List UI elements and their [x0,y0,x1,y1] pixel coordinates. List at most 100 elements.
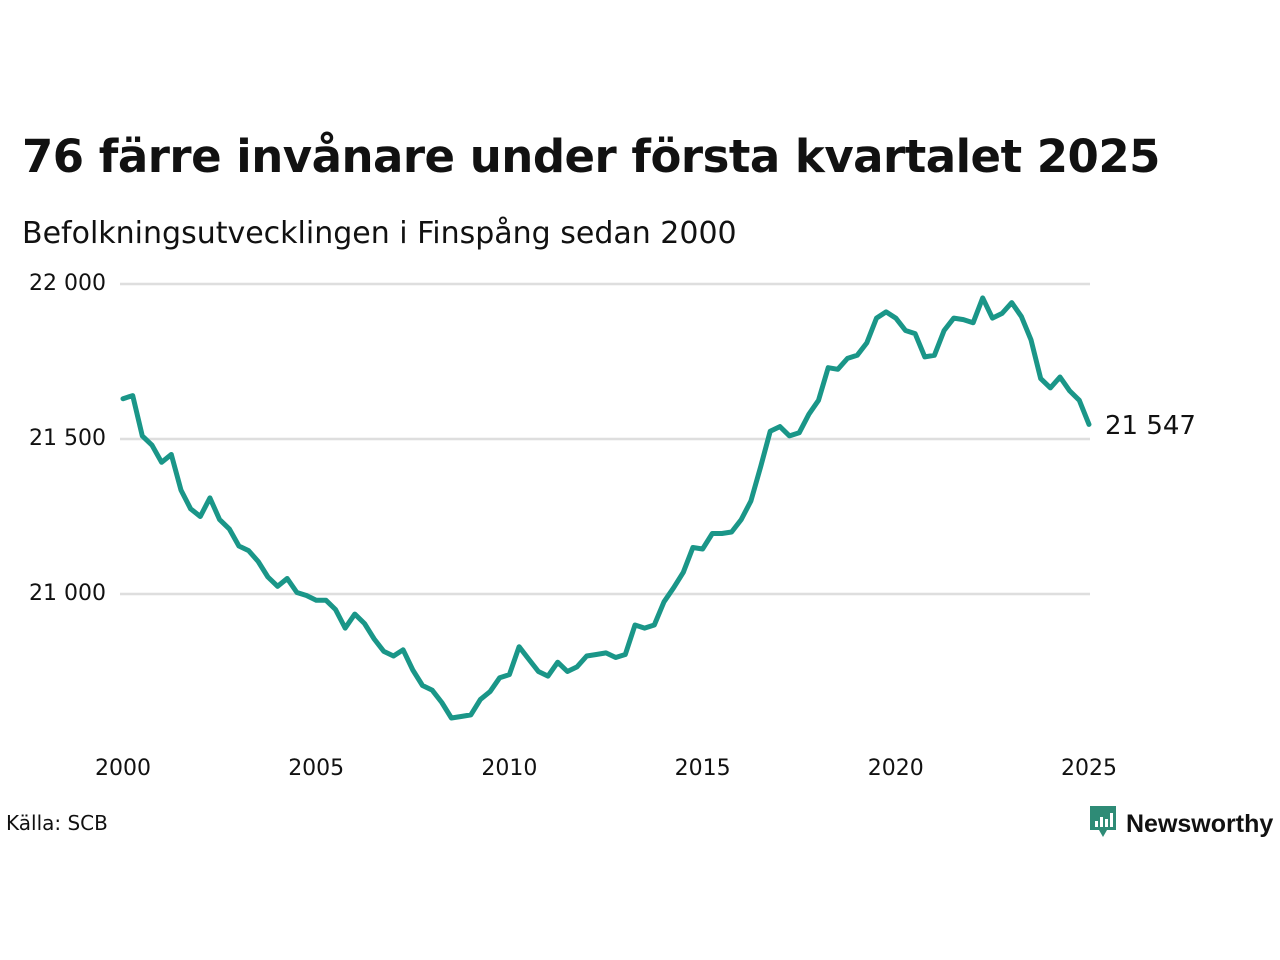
data-point [700,547,705,552]
data-point [951,316,956,321]
data-point [855,353,860,358]
data-point [913,331,918,336]
data-point [613,655,618,660]
data-point [217,517,222,522]
data-point [352,612,357,617]
data-point [739,517,744,522]
data-point [642,626,647,631]
data-point [748,499,753,504]
data-point [130,393,135,398]
y-tick-label: 22 000 [29,271,106,296]
data-point [536,669,541,674]
data-point [575,664,580,669]
data-point [681,570,686,575]
data-point [903,328,908,333]
x-tick-label: 2000 [95,756,151,781]
data-point [381,649,386,654]
data-point [468,712,473,717]
data-point [1067,388,1072,393]
grid-lines [120,282,1090,596]
data-point [874,316,879,321]
data-point [604,650,609,655]
brand-logo[interactable]: Newsworthy [1088,804,1273,844]
data-point [391,654,396,659]
data-point [816,398,821,403]
y-tick-label: 21 500 [29,426,106,451]
data-point [797,430,802,435]
data-point [246,548,251,553]
data-point [314,598,319,603]
data-point [884,309,889,314]
data-point [121,396,126,401]
data-point [961,317,966,322]
data-point [990,316,995,321]
data-point [1058,375,1063,380]
x-tick-label: 2025 [1061,756,1117,781]
data-point [304,593,309,598]
data-point [526,657,531,662]
data-point [188,506,193,511]
series-layer [120,295,1092,721]
data-point [845,356,850,361]
data-point [662,599,667,604]
data-point [488,689,493,694]
newsworthy-logo-icon [1088,804,1118,844]
data-point [546,674,551,679]
y-axis-tick-labels: 21 000 21 500 22 000 [29,271,106,606]
data-point [362,621,367,626]
source-label: Källa: SCB [6,811,108,835]
data-point [787,433,792,438]
data-point [690,545,695,550]
data-point [971,320,976,325]
data-point [169,452,174,457]
data-point [159,460,164,465]
data-point [1048,385,1053,390]
data-point [449,716,454,721]
data-point [275,584,280,589]
data-point [893,316,898,321]
data-point [1087,422,1092,427]
data-points [121,295,1092,720]
data-point [140,433,145,438]
data-point [372,637,377,642]
data-point [478,697,483,702]
data-point [864,340,869,345]
data-point [179,488,184,493]
y-tick-label: 21 000 [29,581,106,606]
data-point [227,526,232,531]
chart-title: 76 färre invånare under första kvartalet… [22,130,1161,183]
data-point [932,353,937,358]
data-point [497,675,502,680]
data-point [517,644,522,649]
data-point [584,654,589,659]
x-tick-label: 2015 [675,756,731,781]
data-point [826,365,831,370]
data-point [710,531,715,536]
data-point [942,328,947,333]
data-point [922,354,927,359]
data-point [401,647,406,652]
data-point [633,623,638,628]
data-point [1009,300,1014,305]
data-point [294,590,299,595]
data-point [1077,398,1082,403]
data-point [420,683,425,688]
end-value-label: 21 547 [1105,411,1196,441]
data-point [623,652,628,657]
x-tick-label: 2020 [868,756,924,781]
x-tick-label: 2010 [481,756,537,781]
data-point [236,544,241,549]
data-point [323,598,328,603]
data-point [729,530,734,535]
data-point [758,464,763,469]
data-point [768,429,773,434]
data-point [594,652,599,657]
data-point [150,443,155,448]
data-point [719,531,724,536]
data-point [507,672,512,677]
data-point [343,626,348,631]
brand-name: Newsworthy [1126,809,1274,838]
data-point [1019,314,1024,319]
data-point [1038,376,1043,381]
